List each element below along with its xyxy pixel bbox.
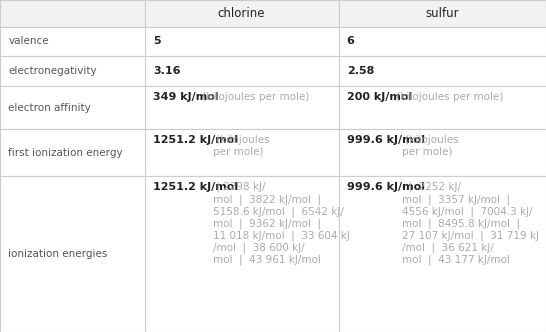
Bar: [0, 27, 145, 56]
Text: ionization energies: ionization energies: [8, 249, 108, 259]
Bar: [145, 56, 339, 86]
Bar: [339, 129, 546, 176]
Bar: [145, 176, 339, 332]
Text: (kilojoules per mole): (kilojoules per mole): [199, 92, 310, 102]
Text: 999.6 kJ/mol: 999.6 kJ/mol: [347, 182, 425, 192]
Text: |  2252 kJ/
mol  |  3357 kJ/mol  |
4556 kJ/mol  |  7004.3 kJ/
mol  |  8495.8 kJ/: | 2252 kJ/ mol | 3357 kJ/mol | 4556 kJ/m…: [402, 182, 539, 265]
Text: first ionization energy: first ionization energy: [8, 148, 123, 158]
Text: electron affinity: electron affinity: [8, 103, 91, 113]
Text: chlorine: chlorine: [218, 7, 265, 20]
Text: 999.6 kJ/mol: 999.6 kJ/mol: [347, 135, 425, 145]
Bar: [339, 176, 546, 332]
Text: 1251.2 kJ/mol: 1251.2 kJ/mol: [153, 135, 238, 145]
Bar: [0, 129, 145, 176]
Text: 1251.2 kJ/mol: 1251.2 kJ/mol: [153, 182, 238, 192]
Text: 5: 5: [153, 37, 161, 46]
Text: sulfur: sulfur: [425, 7, 459, 20]
Text: electronegativity: electronegativity: [8, 66, 97, 76]
Text: | 2298 kJ/
mol  |  3822 kJ/mol  |
5158.6 kJ/mol  |  6542 kJ/
mol  |  9362 kJ/mol: | 2298 kJ/ mol | 3822 kJ/mol | 5158.6 kJ…: [213, 182, 350, 265]
Bar: [0, 56, 145, 86]
Bar: [145, 0, 339, 27]
Text: (kilojoules per mole): (kilojoules per mole): [393, 92, 503, 102]
Bar: [145, 27, 339, 56]
Text: 200 kJ/mol: 200 kJ/mol: [347, 92, 412, 102]
Text: 349 kJ/mol: 349 kJ/mol: [153, 92, 218, 102]
Bar: [0, 86, 145, 129]
Bar: [0, 176, 145, 332]
Text: 3.16: 3.16: [153, 66, 180, 76]
Bar: [0, 0, 145, 27]
Bar: [145, 129, 339, 176]
Text: 6: 6: [347, 37, 354, 46]
Bar: [145, 86, 339, 129]
Text: (kilojoules
per mole): (kilojoules per mole): [402, 135, 459, 157]
Bar: [339, 56, 546, 86]
Text: (kilojoules
per mole): (kilojoules per mole): [213, 135, 270, 157]
Bar: [339, 0, 546, 27]
Text: 2.58: 2.58: [347, 66, 374, 76]
Bar: [339, 86, 546, 129]
Bar: [339, 27, 546, 56]
Text: valence: valence: [8, 37, 49, 46]
